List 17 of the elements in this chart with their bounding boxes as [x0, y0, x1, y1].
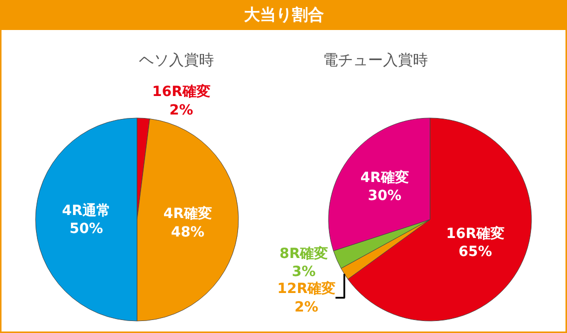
data-label: 2%	[294, 299, 318, 316]
slice-label: 4R通常	[62, 202, 111, 219]
data-label: 3%	[292, 264, 316, 280]
chart-title: ヘソ入賞時	[139, 51, 214, 69]
slice-label: 4R確変	[360, 168, 409, 186]
data-label: 30%	[368, 188, 402, 204]
data-label: 48%	[170, 224, 204, 240]
slice-label: 4R確変	[163, 205, 212, 222]
data-label: 65%	[458, 244, 492, 260]
text: 大当り割合	[244, 5, 324, 24]
slice-label: 16R確変	[152, 83, 210, 100]
slice-label: 12R確変	[277, 280, 336, 298]
data-label: 2%	[169, 102, 194, 118]
slice-label: 8R確変	[280, 244, 328, 262]
chart-title: 電チュー入賞時	[323, 51, 428, 69]
data-label: 50%	[69, 221, 104, 238]
slice-label: 16R確変	[446, 224, 504, 242]
